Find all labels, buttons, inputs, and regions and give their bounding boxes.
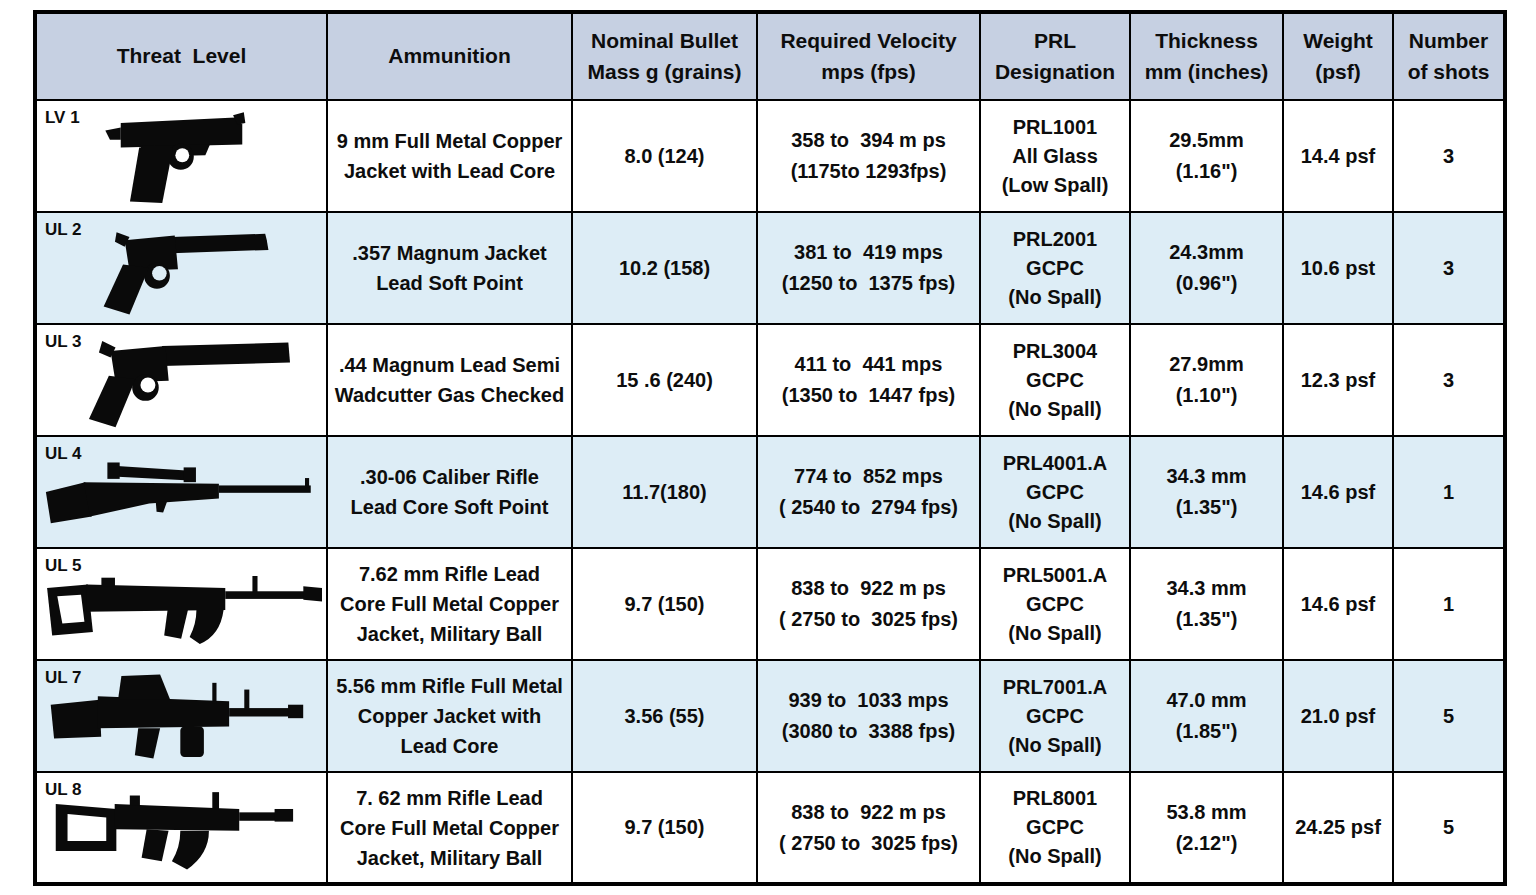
thickness-cell: 27.9mm(1.10") <box>1130 324 1283 436</box>
threat-level-label: UL 8 <box>45 779 82 802</box>
scoped-bolt-rifle-icon <box>42 451 322 533</box>
table-row-ul2: UL 2 .357 Magnum Jacket Lead Soft <box>35 212 1505 324</box>
threat-level-label: LV 1 <box>45 107 80 130</box>
weight-cell: 21.0 psf <box>1283 660 1393 772</box>
velocity-cell: 774 to 852 mps( 2540 to 2794 fps) <box>757 436 980 548</box>
shots-cell: 5 <box>1393 660 1505 772</box>
weight-cell: 24.25 psf <box>1283 772 1393 884</box>
thickness-cell: 53.8 mm(2.12") <box>1130 772 1283 884</box>
ammunition-cell: .44 Magnum Lead Semi Wadcutter Gas Check… <box>327 324 572 436</box>
threat-level-label: UL 2 <box>45 219 82 242</box>
assault-rifle-optic-icon <box>47 666 317 767</box>
thickness-cell: 29.5mm(1.16") <box>1130 100 1283 212</box>
velocity-cell: 838 to 922 m ps( 2750 to 3025 fps) <box>757 548 980 660</box>
ammunition-cell: 9 mm Full Metal Copper Jacket with Lead … <box>327 100 572 212</box>
threat-cell-ul4: UL 4 <box>35 436 327 548</box>
header-ammunition: Ammunition <box>327 12 572 100</box>
thickness-cell: 34.3 mm(1.35") <box>1130 548 1283 660</box>
header-required-velocity: Required Velocitymps (fps) <box>757 12 980 100</box>
prl-cell: PRL7001.AGCPC(No Spall) <box>980 660 1130 772</box>
threat-level-label: UL 7 <box>45 667 82 690</box>
table-row-ul5: UL 5 <box>35 548 1505 660</box>
header-row: Threat Level Ammunition Nominal BulletMa… <box>35 12 1505 100</box>
velocity-cell: 411 to 441 mps(1350 to 1447 fps) <box>757 324 980 436</box>
table-row-lv1: LV 1 9 mm Full Met <box>35 100 1505 212</box>
header-threat-level: Threat Level <box>35 12 327 100</box>
revolver-icon <box>77 216 287 321</box>
threat-cell-ul3: UL 3 <box>35 324 327 436</box>
threat-level-label: UL 4 <box>45 443 82 466</box>
prl-cell: PRL5001.AGCPC(No Spall) <box>980 548 1130 660</box>
shots-cell: 3 <box>1393 212 1505 324</box>
bullet-mass-cell: 15 .6 (240) <box>572 324 757 436</box>
shots-cell: 1 <box>1393 436 1505 548</box>
ballistic-threat-table-sheet: Threat Level Ammunition Nominal BulletMa… <box>33 10 1507 886</box>
ammunition-cell: 5.56 mm Rifle Full Metal Copper Jacket w… <box>327 660 572 772</box>
threat-cell-lv1: LV 1 <box>35 100 327 212</box>
shots-cell: 5 <box>1393 772 1505 884</box>
long-barrel-revolver-icon <box>62 326 302 434</box>
shots-cell: 3 <box>1393 324 1505 436</box>
prl-cell: PRL4001.AGCPC(No Spall) <box>980 436 1130 548</box>
ammunition-cell: .30-06 Caliber Rifle Lead Core Soft Poin… <box>327 436 572 548</box>
threat-level-label: UL 5 <box>45 555 82 578</box>
thickness-cell: 34.3 mm(1.35") <box>1130 436 1283 548</box>
threat-cell-ul2: UL 2 <box>35 212 327 324</box>
velocity-cell: 358 to 394 m ps(1175to 1293fps) <box>757 100 980 212</box>
weight-cell: 14.4 psf <box>1283 100 1393 212</box>
bullet-mass-cell: 8.0 (124) <box>572 100 757 212</box>
bullet-mass-cell: 9.7 (150) <box>572 772 757 884</box>
weight-cell: 14.6 psf <box>1283 548 1393 660</box>
weight-cell: 12.3 psf <box>1283 324 1393 436</box>
battle-rifle-icon <box>42 557 322 651</box>
table-row-ul7: UL 7 <box>35 660 1505 772</box>
threat-cell-ul7: UL 7 <box>35 660 327 772</box>
header-prl-designation: PRLDesignation <box>980 12 1130 100</box>
header-weight: Weight(psf) <box>1283 12 1393 100</box>
compact-rifle-folding-stock-icon <box>47 777 317 878</box>
table-row-ul8: UL 8 <box>35 772 1505 884</box>
table-row-ul3: UL 3 .44 Magnum Lead Semi Wadcutt <box>35 324 1505 436</box>
bullet-mass-cell: 9.7 (150) <box>572 548 757 660</box>
velocity-cell: 381 to 419 mps(1250 to 1375 fps) <box>757 212 980 324</box>
semi-auto-pistol-icon <box>89 106 274 206</box>
velocity-cell: 939 to 1033 mps(3080 to 3388 fps) <box>757 660 980 772</box>
ammunition-cell: .357 Magnum Jacket Lead Soft Point <box>327 212 572 324</box>
table-row-ul4: UL 4 <box>35 436 1505 548</box>
ballistic-threat-table: Threat Level Ammunition Nominal BulletMa… <box>33 10 1507 886</box>
threat-cell-ul5: UL 5 <box>35 548 327 660</box>
velocity-cell: 838 to 922 m ps( 2750 to 3025 fps) <box>757 772 980 884</box>
shots-cell: 1 <box>1393 548 1505 660</box>
prl-cell: PRL1001All Glass(Low Spall) <box>980 100 1130 212</box>
bullet-mass-cell: 11.7(180) <box>572 436 757 548</box>
weight-cell: 10.6 pst <box>1283 212 1393 324</box>
prl-cell: PRL3004GCPC(No Spall) <box>980 324 1130 436</box>
ammunition-cell: 7.62 mm Rifle Lead Core Full Metal Coppe… <box>327 548 572 660</box>
bullet-mass-cell: 10.2 (158) <box>572 212 757 324</box>
threat-cell-ul8: UL 8 <box>35 772 327 884</box>
thickness-cell: 47.0 mm(1.85") <box>1130 660 1283 772</box>
threat-level-label: UL 3 <box>45 331 82 354</box>
prl-cell: PRL2001GCPC(No Spall) <box>980 212 1130 324</box>
header-bullet-mass: Nominal BulletMass g (grains) <box>572 12 757 100</box>
ammunition-cell: 7. 62 mm Rifle Lead Core Full Metal Copp… <box>327 772 572 884</box>
header-thickness: Thicknessmm (inches) <box>1130 12 1283 100</box>
bullet-mass-cell: 3.56 (55) <box>572 660 757 772</box>
shots-cell: 3 <box>1393 100 1505 212</box>
header-number-of-shots: Numberof shots <box>1393 12 1505 100</box>
prl-cell: PRL8001GCPC(No Spall) <box>980 772 1130 884</box>
weight-cell: 14.6 psf <box>1283 436 1393 548</box>
thickness-cell: 24.3mm(0.96") <box>1130 212 1283 324</box>
